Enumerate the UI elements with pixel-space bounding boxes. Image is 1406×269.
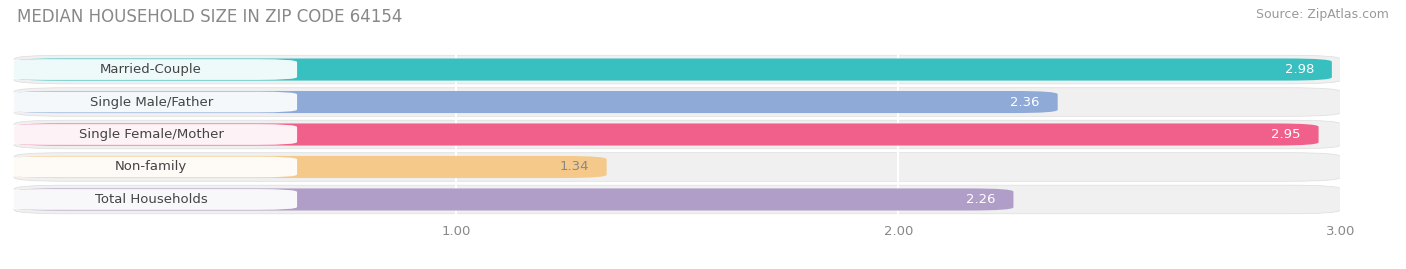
FancyBboxPatch shape [14,55,1341,84]
Text: 2.98: 2.98 [1285,63,1315,76]
Text: 2.95: 2.95 [1271,128,1301,141]
Text: Non-family: Non-family [115,161,187,174]
Text: 2.36: 2.36 [1011,95,1040,108]
Text: 1.34: 1.34 [560,161,589,174]
FancyBboxPatch shape [6,92,297,112]
Text: Single Male/Father: Single Male/Father [90,95,212,108]
FancyBboxPatch shape [14,185,1341,214]
FancyBboxPatch shape [6,157,297,177]
Text: Married-Couple: Married-Couple [100,63,202,76]
FancyBboxPatch shape [14,58,1331,81]
Text: Source: ZipAtlas.com: Source: ZipAtlas.com [1256,8,1389,21]
FancyBboxPatch shape [14,153,1341,181]
Text: MEDIAN HOUSEHOLD SIZE IN ZIP CODE 64154: MEDIAN HOUSEHOLD SIZE IN ZIP CODE 64154 [17,8,402,26]
FancyBboxPatch shape [14,91,1057,113]
FancyBboxPatch shape [14,188,1014,211]
Text: Total Households: Total Households [94,193,208,206]
FancyBboxPatch shape [14,88,1341,116]
Text: 2.26: 2.26 [966,193,995,206]
FancyBboxPatch shape [6,189,297,210]
FancyBboxPatch shape [14,120,1341,149]
Text: Single Female/Mother: Single Female/Mother [79,128,224,141]
FancyBboxPatch shape [14,123,1319,146]
FancyBboxPatch shape [6,59,297,80]
FancyBboxPatch shape [6,124,297,145]
FancyBboxPatch shape [14,156,606,178]
